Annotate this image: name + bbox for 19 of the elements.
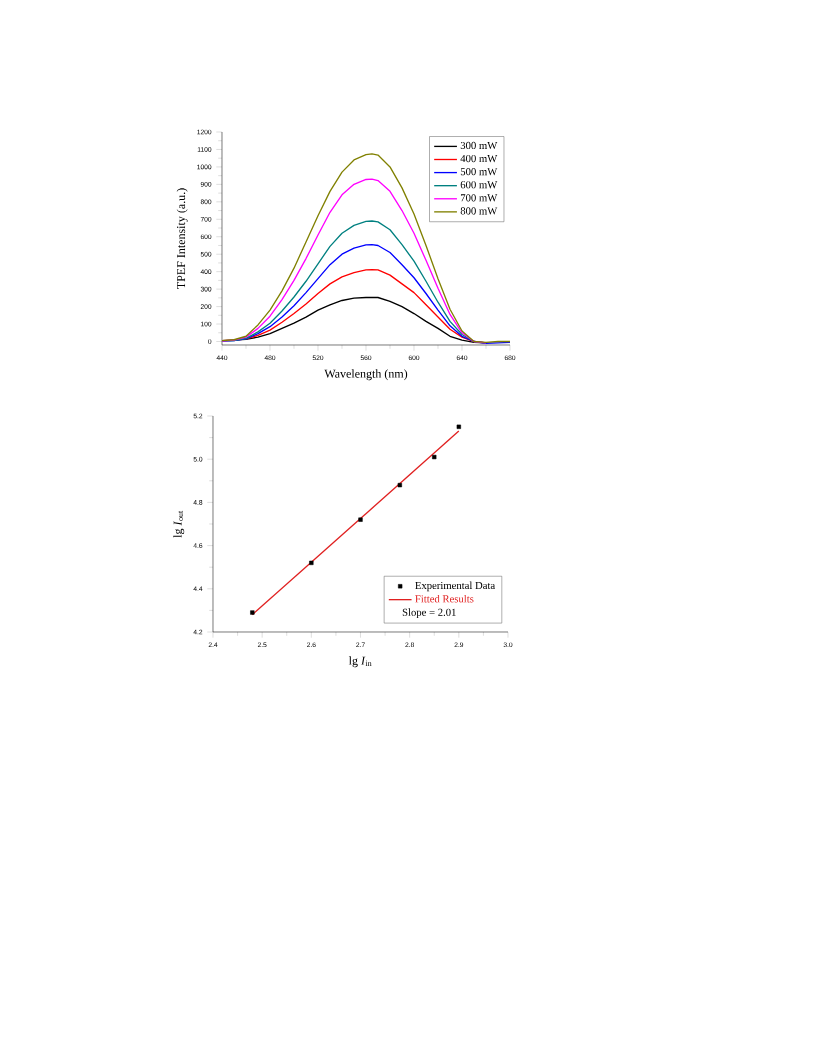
point xyxy=(358,517,363,522)
point xyxy=(397,482,402,488)
legend-label: 600 mW xyxy=(460,181,498,189)
legend-label: 500 mW xyxy=(460,168,498,176)
x-axis-title: lg I$_{in}$ xyxy=(348,656,372,668)
y-axis-title: TPEF Intensity (a.u.) xyxy=(176,188,188,289)
point xyxy=(309,560,314,566)
point xyxy=(432,454,437,460)
legend-label: 400 mW xyxy=(460,154,498,163)
y-axis-title: lg I$_{out}$ xyxy=(173,510,185,538)
x-axis-title: Wavelength (nm) xyxy=(324,369,408,381)
legend-label: Fitted Results xyxy=(415,594,474,603)
point xyxy=(456,424,461,429)
legend-label: 700 mW xyxy=(460,194,498,202)
annotation: Slope = 2.01 xyxy=(402,608,456,619)
legend-label: 300 mW xyxy=(460,141,498,150)
point xyxy=(250,610,255,615)
legend-label: 800 mW xyxy=(460,207,498,215)
legend-label: Experimental Data xyxy=(415,581,496,592)
